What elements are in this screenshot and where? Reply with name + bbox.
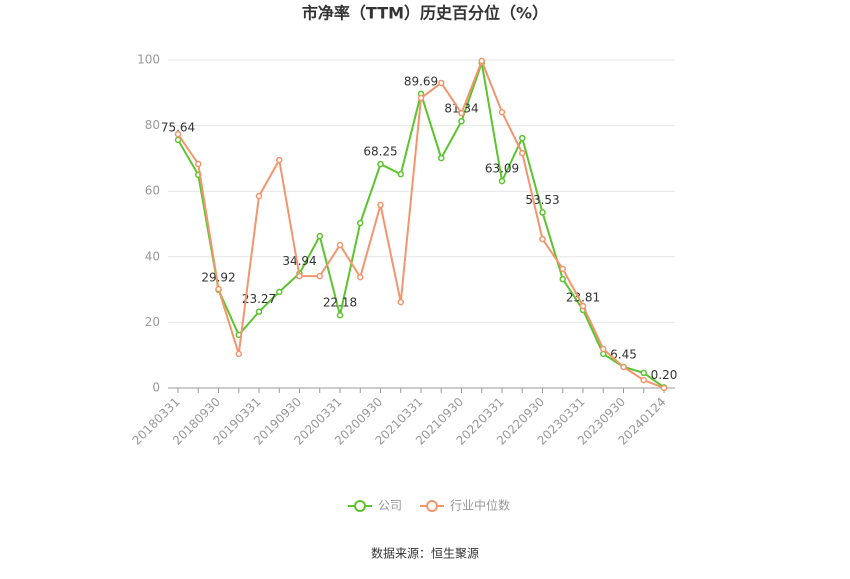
data-point [377,201,384,209]
data-point [417,94,425,102]
data-point [316,272,323,280]
data-point [559,265,566,273]
data-point [458,109,465,117]
data-point [640,376,647,384]
data-point [559,275,566,283]
data-label: 63.09 [485,162,519,176]
y-tick-label: 100 [137,53,160,67]
legend-marker [426,500,439,512]
data-label: 75.64 [161,120,195,134]
data-point [195,160,202,168]
data-point [255,308,263,315]
data-point [255,192,263,200]
data-point [519,149,526,157]
series-line [177,58,665,389]
data-label: 23.27 [242,292,276,306]
data-point [377,160,384,168]
data-label: 0.20 [651,368,678,382]
data-point [458,117,465,125]
data-point [235,350,242,358]
data-point [276,288,283,296]
y-tick-label: 20 [145,315,160,329]
data-label: 23.81 [566,290,600,304]
data-label: 81.34 [444,102,478,116]
data-point [174,136,182,144]
y-tick-label: 60 [145,184,160,198]
data-point [660,384,668,392]
data-point [539,209,546,216]
data-point [357,273,364,281]
y-tick-label: 0 [152,381,160,395]
data-point [397,298,404,306]
data-point [316,232,323,240]
data-point [579,302,587,310]
data-label: 22.18 [323,296,357,310]
data-point [276,156,283,164]
chart-title: 市净率（TTM）历史百分位（%） [302,4,548,23]
data-label: 53.53 [525,193,559,207]
legend-marker [354,500,366,512]
y-tick-label: 80 [145,118,160,132]
data-point [336,241,344,249]
data-point [397,170,404,178]
data-point [438,154,445,162]
data-point [438,79,445,87]
data-label: 68.25 [363,145,397,159]
data-point [174,130,182,138]
data-point [357,219,364,227]
source-note: 数据来源：恒生聚源 [371,546,479,561]
data-point [640,369,647,377]
data-label: 6.45 [610,347,637,361]
data-point [296,272,303,280]
data-point [539,235,546,243]
data-point [215,285,222,293]
series-line [177,62,665,389]
data-point [620,363,627,371]
legend-label: 公司 [378,499,402,513]
legend-label: 行业中位数 [450,498,510,513]
y-tick-label: 40 [145,249,160,263]
data-point [336,311,344,319]
data-label: 89.69 [404,74,438,88]
data-label: 29.92 [201,270,235,284]
data-point [478,57,485,65]
data-label: 34.94 [282,254,316,268]
data-point [600,345,607,353]
data-point [498,177,506,185]
data-point [519,134,526,142]
data-point [498,108,506,116]
